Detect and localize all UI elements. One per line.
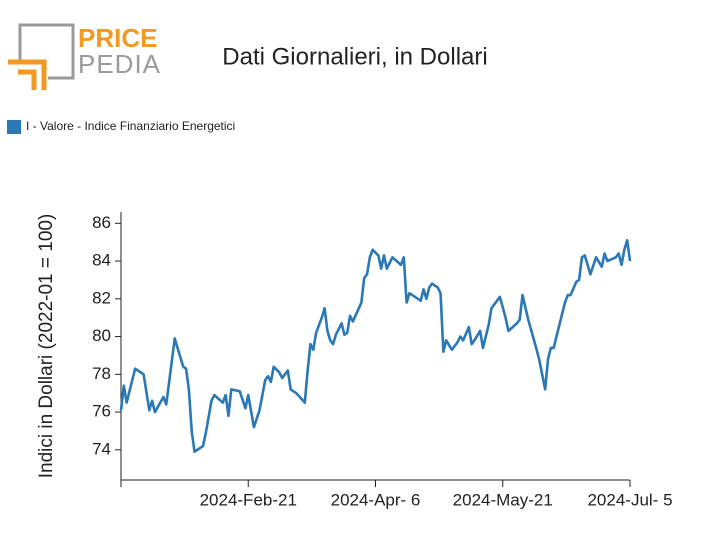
y-tick-label: 86 bbox=[92, 213, 111, 232]
y-tick-label: 84 bbox=[92, 251, 111, 270]
logo-top: PRICE bbox=[78, 23, 157, 53]
logo-bracket bbox=[18, 69, 37, 90]
x-tick-label: 2024-Feb-21 bbox=[200, 490, 297, 509]
series-line bbox=[119, 239, 632, 453]
y-tick-label: 78 bbox=[92, 364, 111, 383]
logo-bottom: PEDIA bbox=[78, 49, 161, 79]
x-tick-label: 2024-May-21 bbox=[453, 490, 553, 509]
logo-frame bbox=[18, 23, 75, 80]
legend-label: I - Valore - Indice Finanziario Energeti… bbox=[26, 119, 235, 133]
y-tick-label: 82 bbox=[92, 288, 111, 307]
y-axis-label: Indici in Dollari (2022-01 = 100) bbox=[36, 214, 57, 479]
x-tick-label: 2024-Jul- 5 bbox=[587, 490, 672, 509]
chart-title: Dati Giornalieri, in Dollari bbox=[222, 43, 487, 70]
legend-swatch bbox=[7, 120, 21, 134]
logo: PRICE PEDIA bbox=[8, 23, 161, 90]
y-tick-label: 76 bbox=[92, 402, 111, 421]
y-tick-label: 74 bbox=[92, 439, 111, 458]
logo-bracket bbox=[8, 59, 47, 90]
y-tick-label: 80 bbox=[92, 326, 111, 345]
x-tick-label: 2024-Apr- 6 bbox=[331, 490, 421, 509]
